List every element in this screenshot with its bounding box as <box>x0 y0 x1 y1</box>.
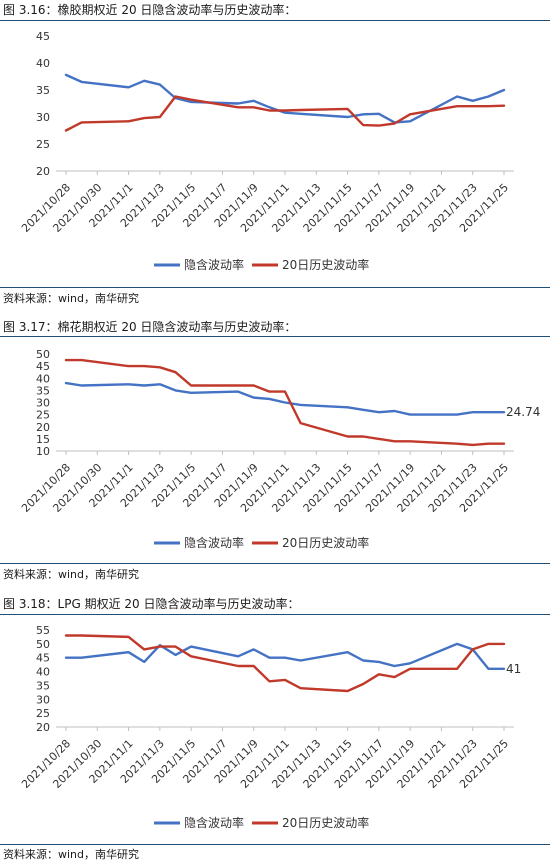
figure-1-source: 资料来源：wind，南华研究 <box>3 292 140 305</box>
series-line-historical-volatility <box>64 634 506 693</box>
figure-2-top-rule <box>0 336 550 337</box>
figure-1-bottom-rule <box>0 287 550 288</box>
legend-label: 20日历史波动率 <box>282 535 369 550</box>
end-value-label: 41 <box>506 662 521 676</box>
figure-2-source: 资料来源：wind，南华研究 <box>3 568 140 581</box>
series-line-implied-volatility <box>64 381 506 416</box>
figure-3-source: 资料来源：wind，南华研究 <box>3 848 140 861</box>
figure-3-top-rule <box>0 614 550 615</box>
figure-1-top-rule <box>0 20 550 21</box>
figure-2-bottom-rule <box>0 563 550 564</box>
series-line-historical-volatility <box>64 358 506 447</box>
y-tick-label: 45 <box>36 652 50 665</box>
end-value-label: 24.74 <box>506 405 540 419</box>
y-tick-label: 25 <box>36 707 50 720</box>
legend-label: 隐含波动率 <box>184 815 244 830</box>
y-tick-label: 25 <box>36 138 50 151</box>
legend-label: 20日历史波动率 <box>282 257 369 272</box>
y-tick-label: 20 <box>36 165 50 178</box>
y-tick-label: 55 <box>36 624 50 637</box>
series-line-historical-volatility <box>64 95 506 132</box>
y-tick-label: 30 <box>36 111 50 124</box>
figure-3-bottom-rule <box>0 844 550 845</box>
y-tick-label: 45 <box>36 30 50 43</box>
y-tick-label: 20 <box>36 421 50 434</box>
y-tick-label: 35 <box>36 84 50 97</box>
series-line-implied-volatility <box>64 642 506 670</box>
series-line-implied-volatility <box>64 73 506 124</box>
y-tick-label: 30 <box>36 397 50 410</box>
y-tick-label: 40 <box>36 666 50 679</box>
y-tick-label: 30 <box>36 693 50 706</box>
legend-label: 20日历史波动率 <box>282 815 369 830</box>
figure-2-title: 图 3.17：棉花期权近 20 日隐含波动率与历史波动率： <box>3 320 297 334</box>
y-tick-label: 25 <box>36 409 50 422</box>
y-tick-label: 50 <box>36 638 50 651</box>
legend-label: 隐含波动率 <box>184 257 244 272</box>
figure-3-title: 图 3.18：LPG 期权近 20 日隐含波动率与历史波动率： <box>3 597 300 611</box>
y-tick-label: 20 <box>36 721 50 734</box>
figure-1-title: 图 3.16：橡胶期权近 20 日隐含波动率与历史波动率： <box>3 3 297 17</box>
y-tick-label: 35 <box>36 384 50 397</box>
y-tick-label: 45 <box>36 360 50 373</box>
legend-label: 隐含波动率 <box>184 535 244 550</box>
y-tick-label: 40 <box>36 57 50 70</box>
y-tick-label: 10 <box>36 445 50 458</box>
figure-3-chart: 20253035404550552021/10/282021/10/302021… <box>19 624 521 830</box>
y-tick-label: 50 <box>36 348 50 361</box>
figure-1-chart: 2025303540452021/10/282021/10/302021/11/… <box>19 30 514 272</box>
y-tick-label: 40 <box>36 372 50 385</box>
y-tick-label: 15 <box>36 433 50 446</box>
figure-2-chart: 1015202530354045502021/10/282021/10/3020… <box>19 348 540 550</box>
y-tick-label: 35 <box>36 679 50 692</box>
